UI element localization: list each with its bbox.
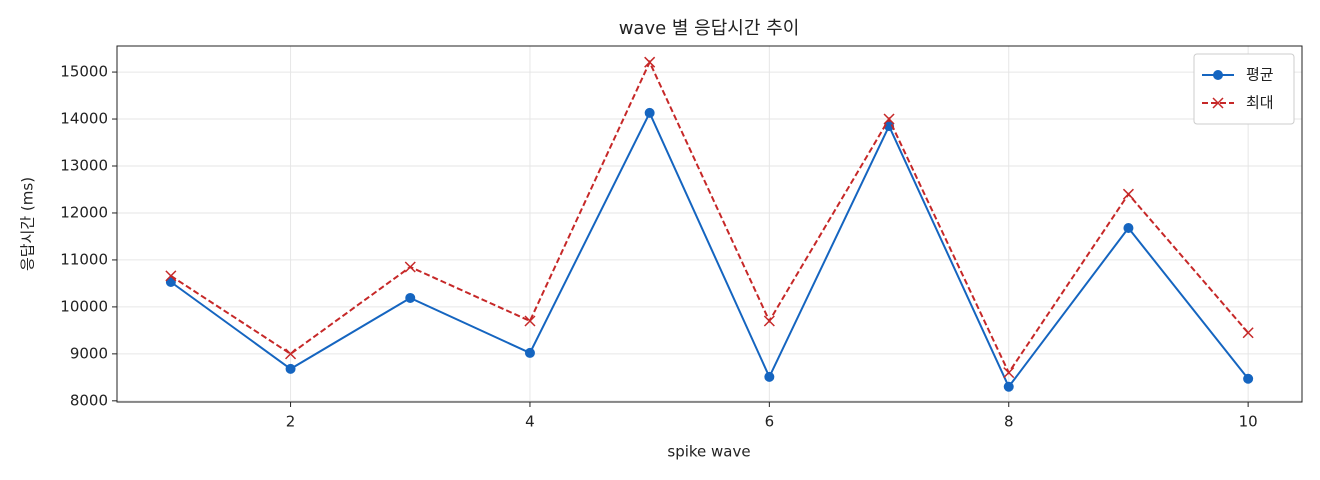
legend-box <box>1193 53 1295 125</box>
point <box>644 56 656 68</box>
legend-marker <box>1213 70 1223 80</box>
y-tick-label: 11000 <box>60 250 108 268</box>
x-stroke <box>1122 188 1134 200</box>
y-tick-label: 9000 <box>70 344 108 362</box>
legend-marker <box>1212 97 1224 109</box>
x-stroke <box>883 113 895 125</box>
y-axis-label: 응답시간 (ms) <box>19 177 37 271</box>
point <box>763 315 775 327</box>
x-stroke <box>165 270 177 282</box>
legend-label: 최대 <box>1246 94 1274 112</box>
x-stroke <box>404 261 416 273</box>
point <box>764 371 775 382</box>
x-axis-label: spike wave <box>667 443 750 461</box>
y-tick-label: 10000 <box>60 297 108 315</box>
x-tick-label: 8 <box>1004 413 1014 431</box>
x-stroke <box>644 56 656 68</box>
point <box>524 315 536 327</box>
series-line <box>170 59 1249 375</box>
x-stroke <box>1242 327 1254 339</box>
chart-title: wave 별 응답시간 추이 <box>619 18 800 39</box>
point <box>165 270 177 282</box>
point <box>1003 367 1015 379</box>
point <box>285 348 297 360</box>
x-stroke <box>1003 367 1015 379</box>
point <box>1242 327 1254 339</box>
y-tick-label: 14000 <box>60 110 108 128</box>
y-tick-label: 15000 <box>60 63 108 81</box>
point <box>1003 381 1014 392</box>
point <box>644 107 655 118</box>
x-stroke <box>1212 97 1224 109</box>
point <box>405 292 416 303</box>
x-stroke <box>285 348 297 360</box>
x-tick-label: 2 <box>286 413 296 431</box>
point <box>165 277 176 288</box>
point <box>1123 222 1134 233</box>
point <box>404 261 416 273</box>
point <box>884 121 895 132</box>
x-tick-label: 4 <box>525 413 535 431</box>
legend-label: 평균 <box>1246 66 1274 84</box>
point <box>1243 373 1254 384</box>
x-tick-label: 10 <box>1239 413 1258 431</box>
plot-frame <box>116 45 1303 403</box>
x-stroke <box>524 315 536 327</box>
series-line <box>170 110 1249 389</box>
x-stroke <box>763 315 775 327</box>
x-tick-label: 6 <box>765 413 775 431</box>
y-tick-label: 12000 <box>60 203 108 221</box>
point <box>1122 188 1134 200</box>
y-tick-label: 8000 <box>70 391 108 409</box>
point <box>524 347 535 358</box>
y-tick-label: 13000 <box>60 156 108 174</box>
point <box>883 113 895 125</box>
point <box>285 363 296 374</box>
